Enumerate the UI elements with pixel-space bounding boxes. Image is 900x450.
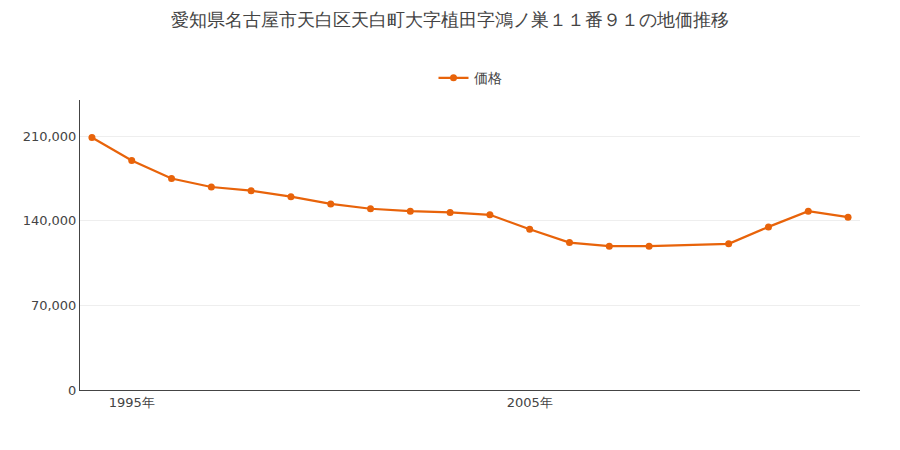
svg-text:0: 0 [68, 383, 76, 398]
svg-text:愛知県名古屋市天白区天白町大字植田字鴻ノ巣１１番９１の地価推: 愛知県名古屋市天白区天白町大字植田字鴻ノ巣１１番９１の地価推移 [171, 9, 729, 30]
svg-text:140,000: 140,000 [23, 213, 77, 228]
svg-text:価格: 価格 [474, 70, 502, 86]
svg-text:1995年: 1995年 [109, 395, 155, 410]
svg-text:70,000: 70,000 [31, 298, 77, 313]
svg-text:210,000: 210,000 [23, 129, 77, 144]
svg-text:2005年: 2005年 [507, 395, 553, 410]
